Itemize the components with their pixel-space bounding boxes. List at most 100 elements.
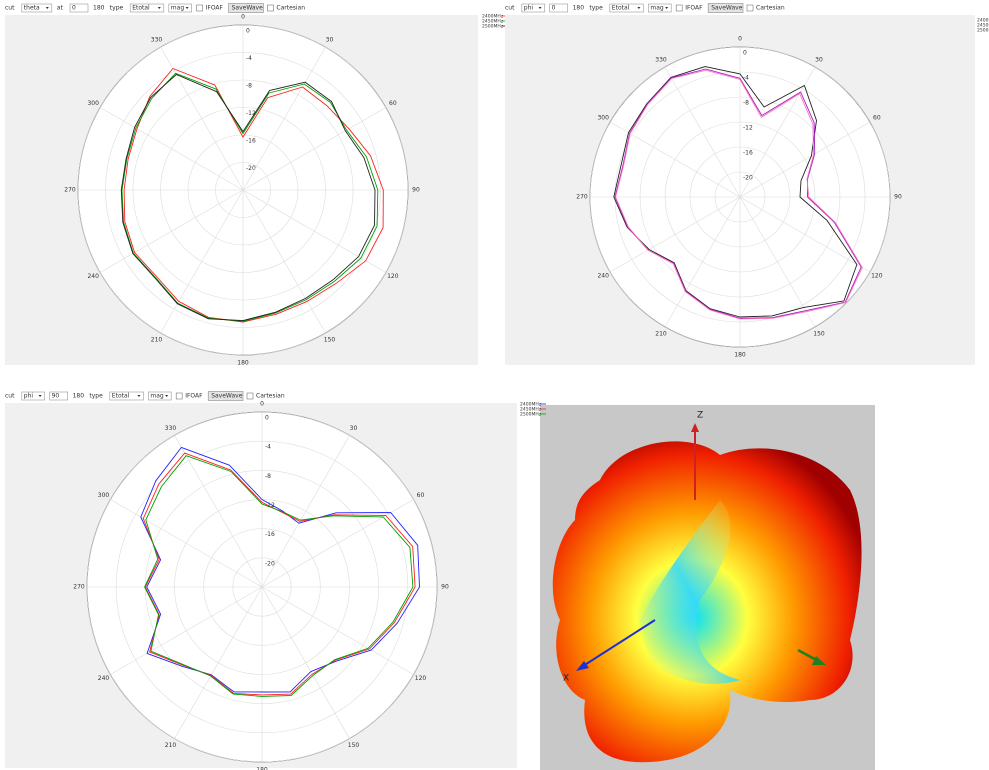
r-tick-label: -20 xyxy=(265,560,275,567)
angle-tick-label: 120 xyxy=(415,675,427,682)
legend-label: 2450MHz xyxy=(977,23,989,29)
checkbox[interactable] xyxy=(746,4,754,12)
angle-tick-label: 0 xyxy=(241,14,245,21)
angle-tick-label: 240 xyxy=(87,273,99,280)
dropdown[interactable] xyxy=(109,391,144,401)
toolbar-label: cut xyxy=(505,5,515,12)
button[interactable] xyxy=(707,3,744,13)
polar-chart: 0 -4 -8 -12 -16 -20 0 30 60 90 120 150 180 210 240 270 3… xyxy=(505,15,989,365)
toolbar-label: type xyxy=(110,5,124,12)
checkbox[interactable] xyxy=(175,392,183,400)
angle-tick-label: 240 xyxy=(597,273,609,280)
r-tick-label: -12 xyxy=(265,502,275,509)
dropdown[interactable] xyxy=(609,3,644,13)
dropdown-value: theta xyxy=(24,5,40,12)
y-arrow xyxy=(812,656,826,665)
angle-tick-label: 60 xyxy=(389,100,397,107)
angle-tick-label: 150 xyxy=(813,330,825,337)
checkbox[interactable] xyxy=(267,4,274,12)
dropdown[interactable] xyxy=(168,3,192,13)
r-tick-label: -4 xyxy=(743,75,749,82)
legend-label: 2400MHz xyxy=(482,14,504,20)
toolbar: cut phi 0 180 type Etotal mag IFOAF SaveWave Cart… xyxy=(505,3,785,13)
toolbar-label: cut xyxy=(5,393,15,400)
checkbox[interactable] xyxy=(246,392,254,400)
angle-tick-label: 300 xyxy=(98,492,110,499)
angle-tick-label: 270 xyxy=(73,584,85,591)
angle-tick-label: 90 xyxy=(412,187,420,194)
toolbar: cut phi 90 180 type Etotal mag IFOAF SaveWave Car… xyxy=(5,391,285,401)
checkbox[interactable] xyxy=(196,4,203,12)
button-label: SaveWave xyxy=(211,393,243,400)
x-axis xyxy=(579,619,656,669)
legend-label: 2400MHz xyxy=(520,402,542,408)
input-value: 90 xyxy=(52,393,60,400)
angle-tick-label: 210 xyxy=(165,742,177,749)
pattern-curve xyxy=(615,69,863,320)
dropdown-arrow xyxy=(137,395,141,397)
text-input[interactable] xyxy=(69,3,89,13)
r-tick-label: 0 xyxy=(246,28,250,35)
polar-chart: 0 -4 -8 -12 -16 -20 0 30 60 90 120 150 180 210 240 270 3… xyxy=(5,14,508,367)
angle-tick-label: 270 xyxy=(64,187,76,194)
dropdown-value: Etotal xyxy=(132,5,150,12)
pattern-curve xyxy=(140,446,420,693)
legend-label: 2400MHz xyxy=(977,18,989,24)
button[interactable] xyxy=(207,391,244,401)
angle-tick-label: 330 xyxy=(151,37,163,44)
text-input[interactable] xyxy=(49,391,68,401)
text-input[interactable] xyxy=(549,3,568,13)
dropdown[interactable] xyxy=(148,391,172,401)
angle-tick-label: 90 xyxy=(894,194,902,201)
grid-spoke xyxy=(242,189,326,334)
r-tick-label: -12 xyxy=(246,110,256,117)
dropdown-value: Etotal xyxy=(612,5,630,12)
grid-spoke xyxy=(174,586,263,739)
pattern-curve xyxy=(614,68,862,319)
checkbox-label: IFOAF xyxy=(206,5,224,12)
angle-tick-label: 60 xyxy=(873,115,881,122)
dropdown-value: mag xyxy=(650,5,664,12)
r-tick-label: -8 xyxy=(246,83,252,90)
dropdown[interactable] xyxy=(521,3,545,13)
angle-tick-label: 330 xyxy=(165,425,177,432)
r-tick-label: -8 xyxy=(265,473,271,480)
grid-spoke xyxy=(261,499,414,588)
checkbox-label: Cartesian xyxy=(276,5,305,12)
checkbox[interactable] xyxy=(675,4,683,12)
grid-spoke xyxy=(739,196,816,328)
dropdown-arrow xyxy=(165,395,169,397)
dropdown[interactable] xyxy=(129,3,165,13)
grid-spoke xyxy=(174,435,263,588)
toolbar-label: 180 xyxy=(73,393,85,400)
angle-tick-label: 300 xyxy=(597,115,609,122)
r-tick-label: -16 xyxy=(246,138,256,145)
dropdown-arrow xyxy=(157,7,161,9)
angle-tick-label: 30 xyxy=(326,37,334,44)
r-tick-label: -20 xyxy=(743,175,753,182)
pattern-curve xyxy=(120,74,376,322)
grid-spoke xyxy=(242,46,326,191)
x-arrow xyxy=(576,661,589,671)
angle-tick-label: 330 xyxy=(655,57,667,64)
dropdown[interactable] xyxy=(21,3,53,13)
dropdown[interactable] xyxy=(648,3,672,13)
grid-spoke xyxy=(609,196,741,273)
toolbar: cut theta at 0 180 type Etotal mag IFOAF SaveWave… xyxy=(5,3,305,13)
angle-tick-label: 0 xyxy=(738,36,742,43)
dropdown-arrow xyxy=(185,7,189,9)
dropdown-value: mag xyxy=(150,393,164,400)
grid-spoke xyxy=(160,189,244,334)
legend-label: 2450MHz xyxy=(482,19,504,25)
angle-tick-label: 120 xyxy=(871,273,883,280)
button[interactable] xyxy=(228,3,264,13)
angle-tick-label: 300 xyxy=(87,100,99,107)
angle-tick-label: 60 xyxy=(417,492,425,499)
angle-tick-label: 240 xyxy=(98,675,110,682)
checkbox-label: Cartesian xyxy=(256,393,285,400)
dropdown[interactable] xyxy=(21,391,45,401)
angle-tick-label: 120 xyxy=(387,273,399,280)
dropdown-arrow xyxy=(665,7,669,9)
angle-tick-label: 180 xyxy=(734,352,746,359)
dropdown-value: mag xyxy=(171,5,185,12)
